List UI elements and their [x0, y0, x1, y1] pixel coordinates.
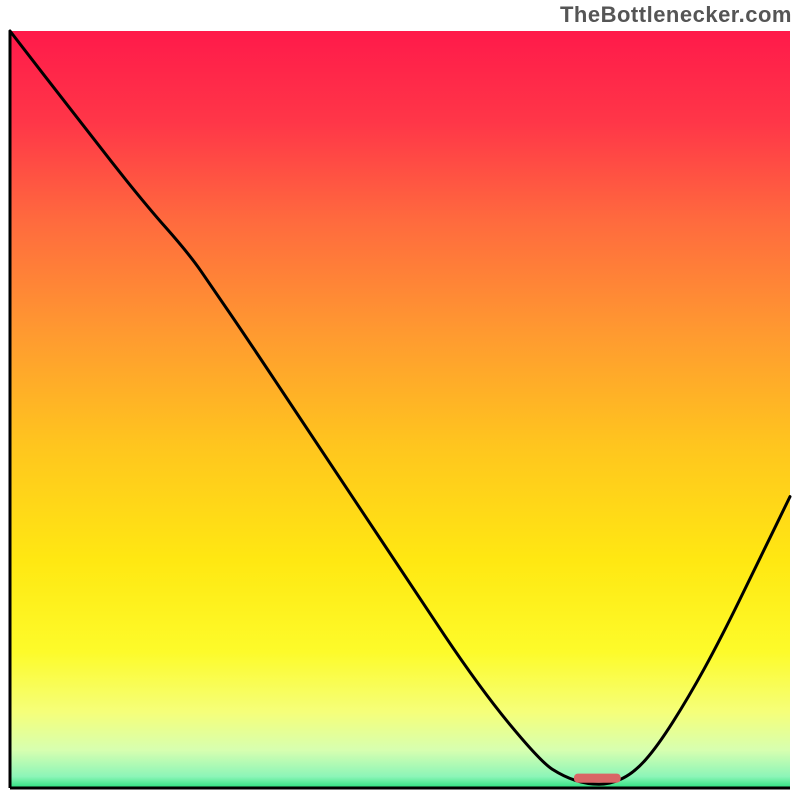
plot-background — [10, 31, 790, 788]
bottleneck-chart — [0, 0, 800, 800]
optimal-marker — [574, 774, 621, 783]
chart-container: TheBottlenecker.com — [0, 0, 800, 800]
watermark-text: TheBottlenecker.com — [560, 2, 792, 28]
